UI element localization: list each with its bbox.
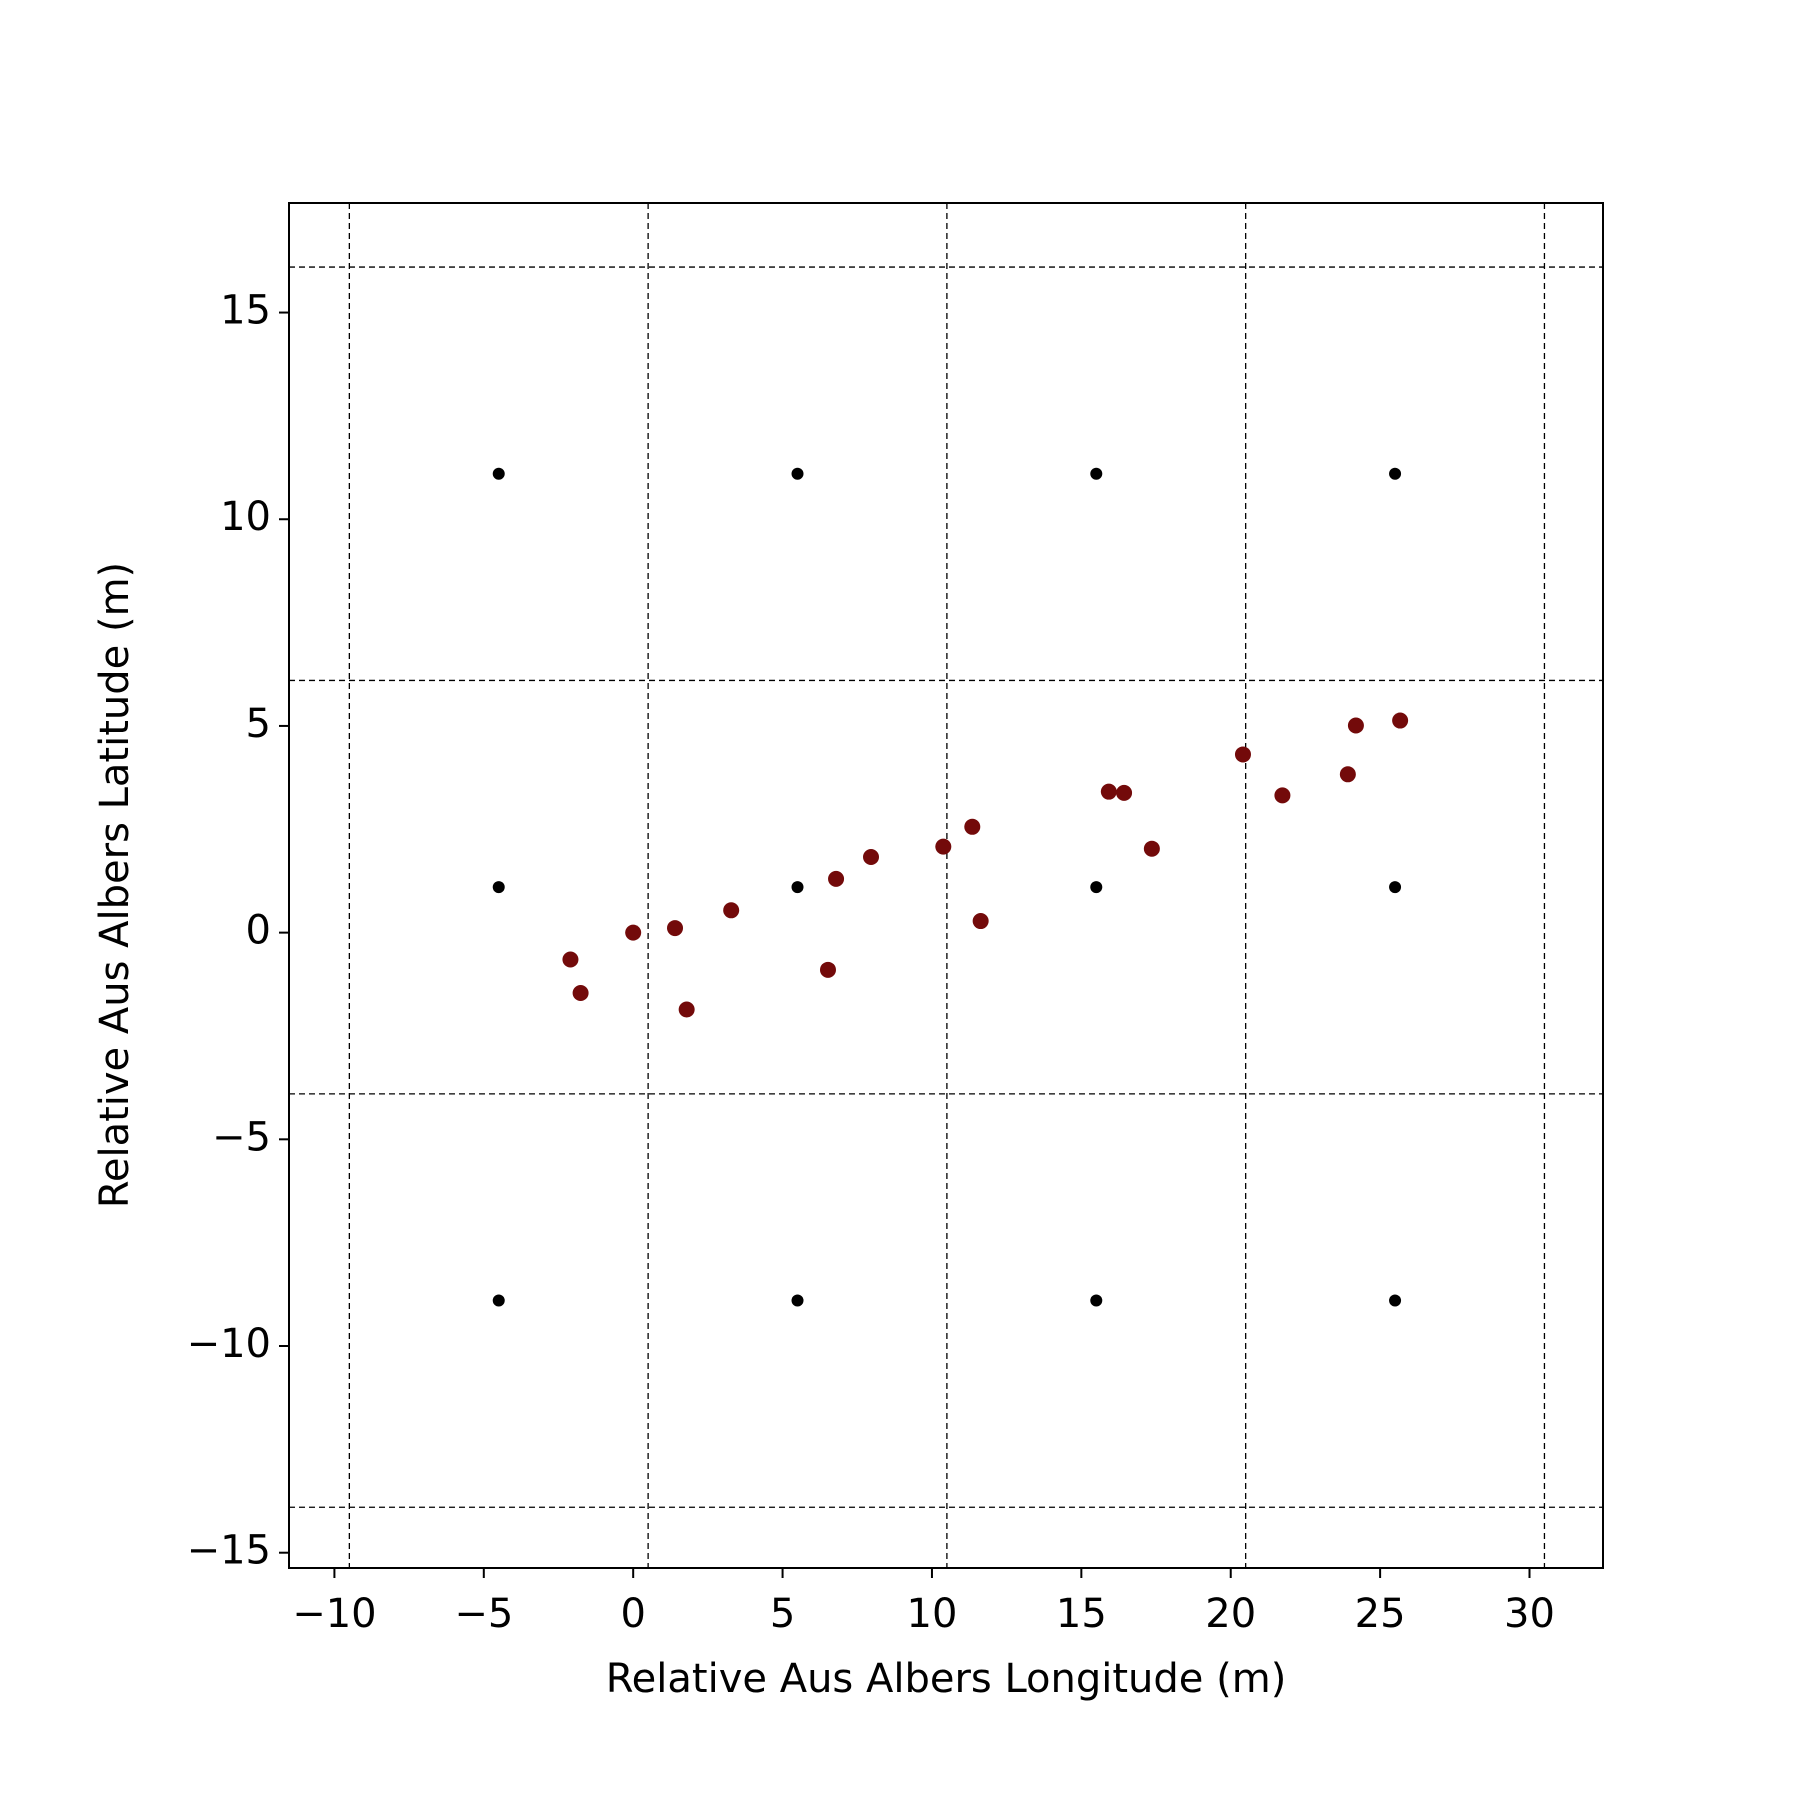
- point: [935, 838, 952, 855]
- y-tick-label: 0: [246, 908, 271, 954]
- point: [791, 467, 804, 480]
- point: [964, 818, 981, 835]
- y-tick-label: 15: [220, 288, 271, 334]
- x-tick-label: 10: [907, 1591, 958, 1637]
- y-axis-label: Relative Aus Albers Latitude (m): [92, 562, 138, 1208]
- point: [819, 961, 836, 978]
- point: [572, 984, 589, 1001]
- x-tick-label: 25: [1355, 1591, 1406, 1637]
- point: [791, 881, 804, 894]
- point: [1274, 787, 1291, 804]
- point: [863, 848, 880, 865]
- y-tick-label: −15: [187, 1528, 271, 1574]
- x-tick-label: 15: [1056, 1591, 1107, 1637]
- y-tick-label: −5: [212, 1114, 271, 1160]
- point: [1339, 766, 1356, 783]
- point: [1234, 746, 1251, 763]
- point: [492, 1294, 505, 1307]
- point: [678, 1001, 695, 1018]
- x-tick-label: 30: [1504, 1591, 1555, 1637]
- x-axis-label: Relative Aus Albers Longitude (m): [606, 1656, 1287, 1702]
- x-tick-label: −5: [454, 1591, 513, 1637]
- plot-frame: [288, 202, 1604, 1569]
- point: [1347, 717, 1364, 734]
- point: [723, 902, 740, 919]
- point: [828, 870, 845, 887]
- point: [791, 1294, 804, 1307]
- point: [625, 924, 642, 941]
- point: [492, 881, 505, 894]
- x-tick-label: 20: [1205, 1591, 1256, 1637]
- point: [1143, 840, 1160, 857]
- point: [1100, 783, 1117, 800]
- point: [562, 951, 579, 968]
- y-tick-label: 10: [220, 494, 271, 540]
- x-tick-label: 5: [770, 1591, 795, 1637]
- point: [972, 913, 989, 930]
- point: [1389, 467, 1402, 480]
- x-tick-label: 0: [620, 1591, 645, 1637]
- point: [1090, 1294, 1103, 1307]
- point: [1090, 467, 1103, 480]
- point: [1389, 881, 1402, 894]
- x-tick-label: −10: [292, 1591, 376, 1637]
- point: [1116, 784, 1133, 801]
- point: [1090, 881, 1103, 894]
- point: [667, 920, 684, 937]
- point: [1392, 712, 1409, 729]
- point: [492, 467, 505, 480]
- y-tick-label: 5: [246, 701, 271, 747]
- point: [1389, 1294, 1402, 1307]
- y-tick-label: −10: [187, 1321, 271, 1367]
